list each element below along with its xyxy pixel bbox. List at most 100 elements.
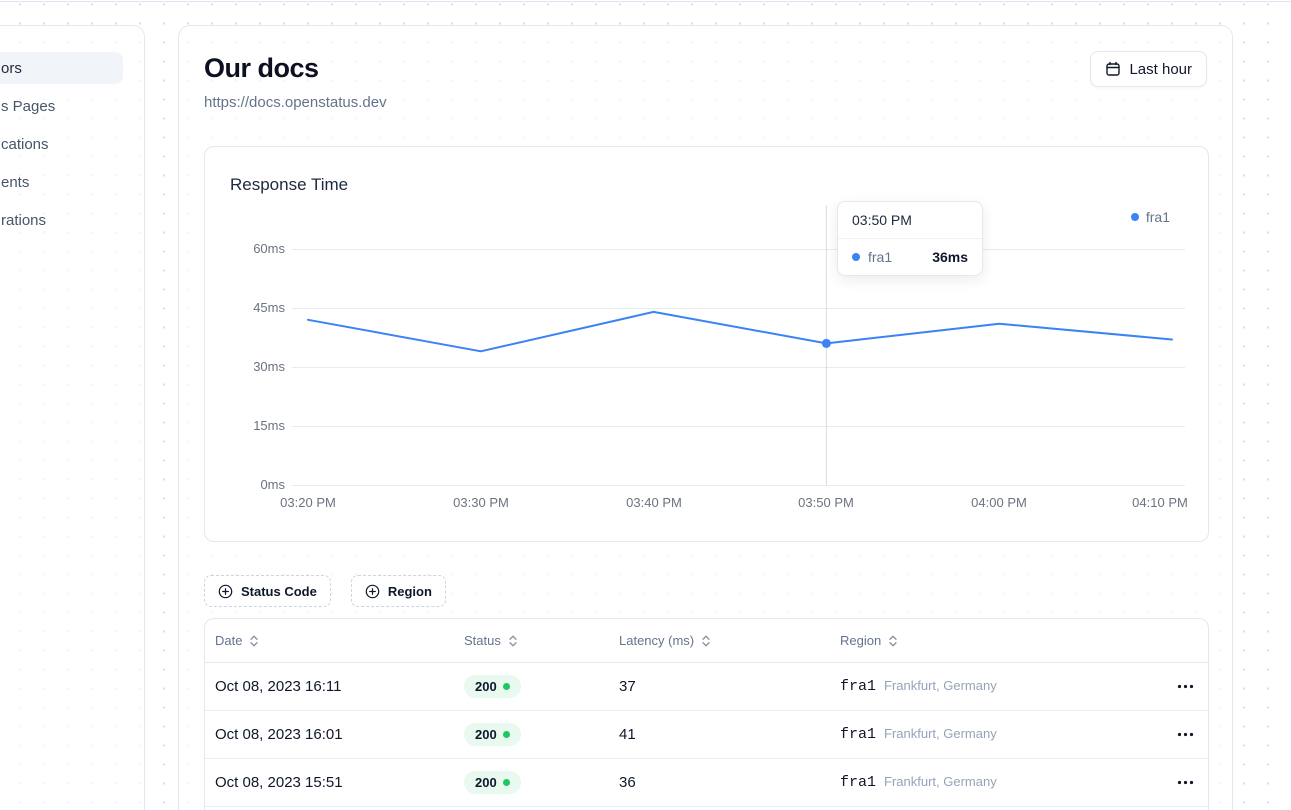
column-label: Region [840, 633, 882, 648]
sidebar: ors s Pages cations ents rations [0, 25, 145, 810]
cell-date: Oct 08, 2023 15:51 [215, 774, 343, 791]
sidebar-item-label: rations [1, 211, 47, 229]
cell-region: fra1 Frankfurt, Germany [840, 726, 1148, 743]
status-ok-dot [502, 779, 510, 786]
table-row[interactable]: Oct 08, 2023 16:11 200 37 fra1 Frankfurt… [205, 663, 1208, 711]
chart-title: Response Time [230, 175, 349, 194]
table-row[interactable]: Oct 08, 2023 15:51 200 36 fra1 Frankfurt… [205, 759, 1208, 807]
status-ok-dot [502, 683, 510, 690]
gridline-60ms [292, 249, 1185, 250]
cell-date: Oct 08, 2023 16:01 [215, 726, 343, 743]
row-actions-button[interactable] [1148, 780, 1194, 785]
sidebar-item-integrations[interactable]: rations [1, 204, 144, 236]
chart-tooltip: 03:50 PM fra1 36ms [837, 201, 983, 276]
column-label: Status [464, 633, 501, 648]
sidebar-item-label: s Pages [1, 97, 56, 115]
region-name: Frankfurt, Germany [884, 678, 997, 693]
legend-series-dot [1130, 213, 1139, 221]
gridline-30ms [292, 367, 1185, 368]
y-axis-tick: 15ms [253, 418, 285, 433]
ellipsis-icon [1177, 732, 1194, 737]
status-ok-dot [502, 731, 510, 738]
active-point-dot [821, 338, 831, 348]
sort-icon [889, 635, 897, 646]
x-axis-tick: 03:40 PM [626, 495, 682, 510]
gridline-15ms [292, 426, 1185, 427]
sidebar-item-label: ors [1, 59, 22, 77]
column-header-date[interactable]: Date [215, 633, 464, 648]
x-axis-tick: 04:00 PM [971, 495, 1027, 510]
cell-latency: 37 [619, 678, 636, 695]
results-table: Date Status Latency (ms) Region Oct 08, … [204, 618, 1209, 810]
sort-icon [702, 635, 710, 646]
filter-label: Status Code [241, 583, 317, 599]
region-name: Frankfurt, Germany [884, 726, 997, 741]
y-axis-tick: 60ms [253, 241, 285, 256]
x-axis-tick: 04:10 PM [1132, 495, 1188, 510]
tooltip-time: 03:50 PM [838, 202, 982, 239]
tooltip-value: 36ms [932, 249, 968, 265]
status-badge: 200 [464, 723, 521, 746]
sort-icon [509, 635, 517, 646]
gridline-0ms [292, 485, 1185, 486]
gridline-45ms [292, 308, 1185, 309]
tooltip-series-label: fra1 [868, 249, 893, 265]
tooltip-series-dot [852, 253, 860, 261]
page-title: Our docs [204, 53, 319, 83]
status-badge: 200 [464, 771, 521, 794]
sidebar-item-incidents[interactable]: ents [1, 166, 144, 198]
x-axis-tick: 03:30 PM [453, 495, 509, 510]
y-axis-tick: 30ms [253, 359, 285, 374]
sort-icon [250, 635, 259, 646]
column-label: Date [215, 633, 243, 648]
sidebar-item-label: cations [1, 135, 49, 153]
cell-latency: 41 [619, 726, 636, 743]
cell-region: fra1 Frankfurt, Germany [840, 678, 1148, 695]
row-actions-button[interactable] [1148, 732, 1194, 737]
sidebar-item-status-pages[interactable]: s Pages [1, 90, 144, 122]
latency-line-chart[interactable] [205, 147, 1210, 543]
time-range-button[interactable]: Last hour [1090, 51, 1207, 87]
response-time-chart-card: Response Time fra1 60ms 45ms 30ms 15ms 0… [204, 146, 1209, 542]
region-code: fra1 [840, 774, 877, 791]
x-axis-tick: 03:20 PM [280, 495, 336, 510]
column-header-region[interactable]: Region [840, 633, 1148, 648]
table-filters: Status Code Region [204, 575, 446, 607]
region-code: fra1 [840, 726, 877, 743]
main-panel: Our docs https://docs.openstatus.dev Las… [178, 25, 1233, 810]
status-code: 200 [475, 679, 497, 694]
ellipsis-icon [1177, 780, 1194, 785]
region-code: fra1 [840, 678, 877, 695]
time-range-label: Last hour [1129, 60, 1192, 78]
filter-label: Region [387, 583, 432, 599]
legend-series-label: fra1 [1145, 209, 1170, 225]
y-axis-tick: 0ms [260, 477, 285, 492]
cell-region: fra1 Frankfurt, Germany [840, 774, 1148, 791]
filter-status-code-button[interactable]: Status Code [204, 575, 331, 607]
plus-circle-icon [365, 584, 380, 599]
monitor-url: https://docs.openstatus.dev [204, 94, 387, 111]
column-header-status[interactable]: Status [464, 633, 619, 648]
series-line-fra1 [307, 310, 1173, 353]
cell-date: Oct 08, 2023 16:11 [215, 678, 342, 695]
table-header-row: Date Status Latency (ms) Region [205, 619, 1208, 663]
row-actions-button[interactable] [1148, 684, 1194, 689]
table-row[interactable]: Oct 08, 2023 16:01 200 41 fra1 Frankfurt… [205, 711, 1208, 759]
status-code: 200 [475, 775, 497, 790]
sidebar-item-label: ents [1, 173, 30, 191]
x-axis-tick: 03:50 PM [798, 495, 854, 510]
sidebar-item-monitors[interactable]: ors [0, 52, 123, 84]
ellipsis-icon [1177, 684, 1194, 689]
column-header-latency[interactable]: Latency (ms) [619, 633, 840, 648]
column-label: Latency (ms) [619, 633, 695, 648]
page-top-hairline [0, 1, 1291, 2]
cell-latency: 36 [619, 774, 636, 791]
plus-circle-icon [218, 584, 233, 599]
filter-region-button[interactable]: Region [350, 575, 446, 607]
region-name: Frankfurt, Germany [884, 774, 997, 789]
calendar-icon [1105, 61, 1121, 77]
chart-legend[interactable]: fra1 [1130, 209, 1170, 225]
sidebar-item-notifications[interactable]: cations [1, 128, 144, 160]
status-code: 200 [475, 727, 497, 742]
status-badge: 200 [464, 675, 521, 698]
